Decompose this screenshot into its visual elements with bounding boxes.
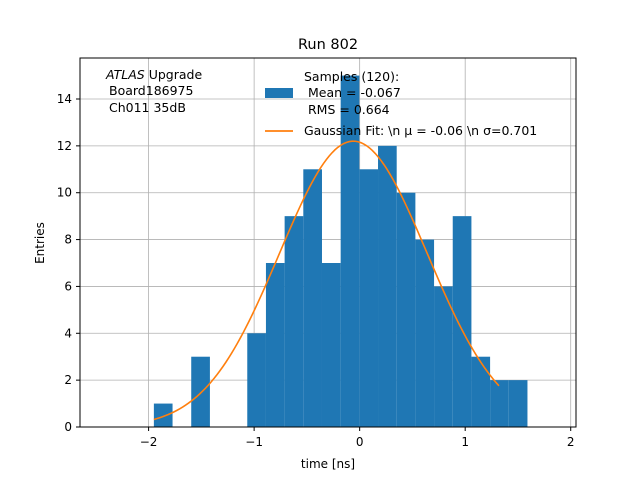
histogram-bar xyxy=(303,169,322,428)
histogram-bar xyxy=(508,380,528,427)
x-axis-label: time [ns] xyxy=(301,457,355,471)
histogram-bar xyxy=(265,263,285,427)
gaussian-fit-line xyxy=(153,140,500,421)
histogram-bar xyxy=(452,216,472,427)
annotation-line-3: Ch011 35dB xyxy=(109,100,186,115)
y-tick-label: 12 xyxy=(57,139,72,153)
y-tick-label: 6 xyxy=(64,279,72,293)
plot-frame xyxy=(79,57,577,428)
chart-title: Run 802 xyxy=(298,37,358,53)
histogram-bar xyxy=(378,145,397,427)
x-tick-label: 1 xyxy=(461,435,469,449)
histogram-bar xyxy=(359,169,379,428)
histogram-bar xyxy=(415,239,435,427)
legend-histogram-line-1: Samples (120): xyxy=(304,69,399,84)
histogram-bar xyxy=(490,380,509,427)
histogram-bar xyxy=(471,356,491,427)
legend-histogram-line-2: Mean = -0.067 xyxy=(308,85,401,100)
histogram-bar xyxy=(321,263,341,427)
annotation-atlas: ATLAS xyxy=(105,67,145,82)
atlas-annotation: ATLAS Upgrade Board186975 Ch011 35dB xyxy=(105,67,202,115)
x-tick-label: 2 xyxy=(567,435,575,449)
legend-histogram-swatch xyxy=(265,88,293,98)
histogram-bar xyxy=(153,403,173,427)
x-axis-ticks: −2 −1 0 1 2 xyxy=(140,427,575,449)
annotation-upgrade: Upgrade xyxy=(145,67,203,82)
histogram-bar xyxy=(396,192,416,427)
legend-fit-label: Gaussian Fit: \n μ = -0.06 \n σ=0.701 xyxy=(304,123,537,138)
y-axis-ticks: 0 2 4 6 8 10 12 14 xyxy=(57,92,80,434)
y-axis-label: Entries xyxy=(33,222,47,264)
y-tick-label: 10 xyxy=(57,186,72,200)
y-tick-label: 2 xyxy=(64,373,72,387)
gaussian-fit xyxy=(153,140,500,421)
y-tick-label: 8 xyxy=(64,233,72,247)
x-tick-label: 0 xyxy=(356,435,364,449)
y-tick-label: 14 xyxy=(57,92,72,106)
annotation-line-2: Board186975 xyxy=(109,83,193,98)
legend: Samples (120): Mean = -0.067 RMS = 0.664… xyxy=(265,69,537,138)
annotation-line-1: ATLAS Upgrade xyxy=(105,67,202,82)
x-tick-label: −2 xyxy=(140,435,158,449)
histogram-bar xyxy=(284,216,304,427)
histogram-bar xyxy=(191,356,210,427)
histogram-bar xyxy=(247,333,266,427)
histogram-bars xyxy=(153,75,528,428)
y-tick-label: 0 xyxy=(64,420,72,434)
histogram-bar xyxy=(434,286,453,427)
histogram-bar xyxy=(340,75,360,428)
y-tick-label: 4 xyxy=(64,326,72,340)
x-tick-label: −1 xyxy=(245,435,263,449)
legend-histogram-line-3: RMS = 0.664 xyxy=(308,102,390,117)
